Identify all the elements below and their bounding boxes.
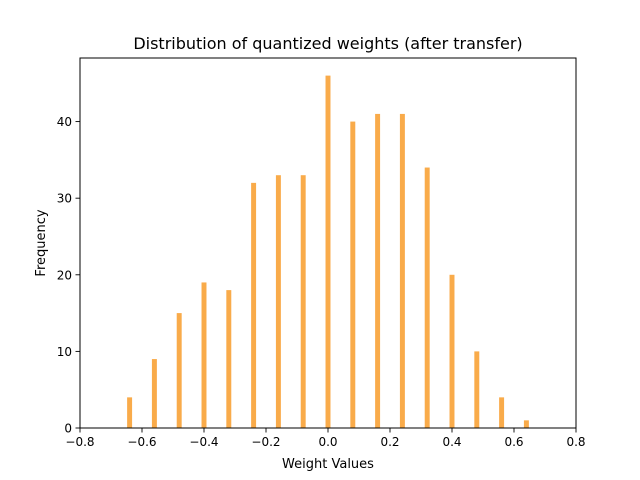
x-tick-label: 0.8 <box>566 435 585 449</box>
histogram-bar <box>449 274 455 428</box>
histogram-bar <box>350 121 356 428</box>
y-tick-label: 40 <box>57 115 72 129</box>
histogram-bar <box>151 359 157 428</box>
histogram-bar <box>275 175 281 428</box>
x-tick-label: −0.4 <box>189 435 218 449</box>
x-tick-label: 0.4 <box>442 435 461 449</box>
histogram-bar <box>251 182 257 428</box>
x-tick-label: 0.0 <box>318 435 337 449</box>
plot-area <box>127 75 529 429</box>
histogram-bar <box>474 351 480 428</box>
x-tick-label: −0.2 <box>251 435 280 449</box>
y-axis: 0 10 20 30 40 <box>57 115 80 436</box>
histogram-bar <box>226 290 232 428</box>
y-tick-label: 10 <box>57 345 72 359</box>
histogram-bar <box>127 397 133 428</box>
histogram-bar <box>375 113 381 429</box>
y-tick-label: 0 <box>64 422 72 436</box>
y-tick-label: 30 <box>57 192 72 206</box>
histogram-bar <box>176 313 182 428</box>
chart-title: Distribution of quantized weights (after… <box>133 34 522 53</box>
x-tick-label: −0.8 <box>65 435 94 449</box>
y-tick-label: 20 <box>57 268 72 282</box>
histogram-bar <box>300 175 306 428</box>
y-axis-label: Frequency <box>34 209 49 276</box>
x-tick-label: −0.6 <box>127 435 156 449</box>
x-tick-label: 0.2 <box>380 435 399 449</box>
histogram-bar <box>523 420 529 428</box>
histogram-bar <box>499 397 505 428</box>
histogram-bar <box>325 75 331 429</box>
histogram-bar <box>201 282 207 428</box>
x-axis-label: Weight Values <box>282 457 374 472</box>
x-axis: −0.8 −0.6 −0.4 −0.2 0.0 0.2 0.4 0.6 0.8 <box>65 428 586 449</box>
histogram-bar <box>424 167 430 429</box>
histogram-bar <box>399 113 405 429</box>
x-tick-label: 0.6 <box>504 435 523 449</box>
axes-frame <box>79 57 577 429</box>
